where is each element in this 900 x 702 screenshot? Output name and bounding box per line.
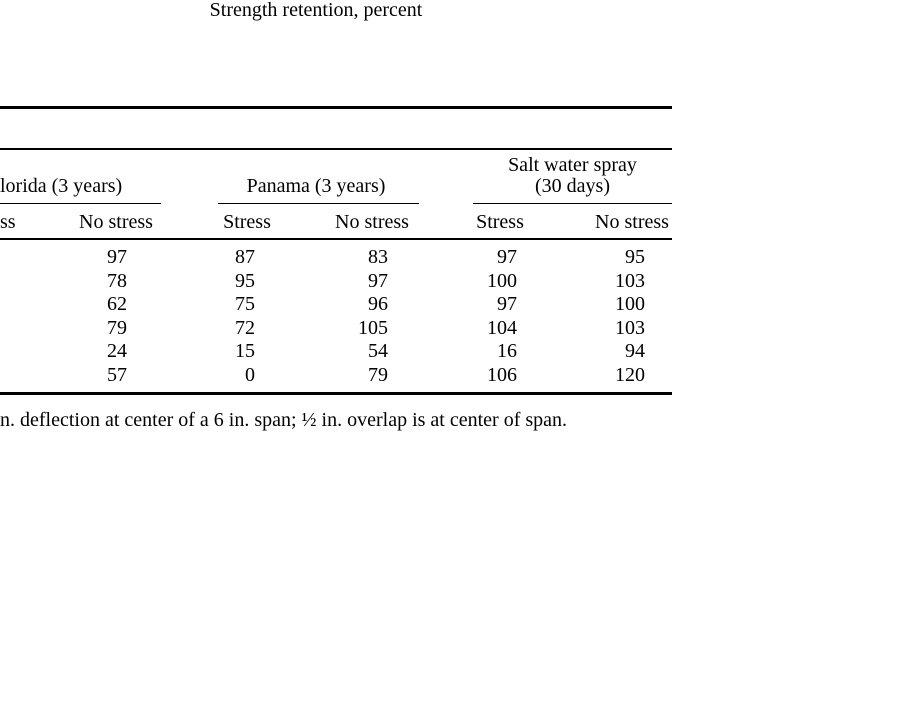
table-cell: 95 (235, 270, 255, 292)
table-bottom-rule (0, 392, 672, 395)
table-cell: 87 (235, 246, 255, 268)
table-cell: 103 (615, 270, 645, 292)
table-cell: 83 (368, 246, 388, 268)
table-row: 62 75 96 97 100 (0, 294, 672, 318)
table-cell: 120 (615, 364, 645, 386)
subheader-florida-no-stress: No stress (79, 211, 153, 233)
table-cell: 105 (358, 317, 388, 339)
table-cell: 79 (107, 317, 127, 339)
florida-group-rule (0, 203, 161, 205)
table-row: 24 15 54 16 94 (0, 341, 672, 365)
table-row: 79 72 105 104 103 (0, 318, 672, 342)
table-row: 97 87 83 97 95 (0, 247, 672, 271)
table-cell: 24 (107, 340, 127, 362)
table-cell: 97 (497, 246, 517, 268)
table-cell: 15 (235, 340, 255, 362)
title-underline-rule (0, 148, 672, 150)
col-group-saltwater-line1: Salt water spray (508, 154, 637, 176)
table-cell: 96 (368, 293, 388, 315)
col-group-panama-label: Panama (3 years) (246, 175, 386, 197)
table-cell: 79 (368, 364, 388, 386)
subheader-panama-no-stress: No stress (335, 211, 409, 233)
table-cell: 97 (368, 270, 388, 292)
table-cell: 95 (625, 246, 645, 268)
table-cell: 94 (625, 340, 645, 362)
table-cell: 16 (497, 340, 517, 362)
saltwater-group-rule (473, 203, 672, 205)
col-group-florida-label: lorida (3 years) (0, 175, 123, 197)
table-cell: 106 (487, 364, 517, 386)
panama-group-rule (218, 203, 419, 205)
table-cell: 104 (487, 317, 517, 339)
table-row: 57 0 79 106 120 (0, 365, 672, 389)
table-spanner-title: Strength retention, percent (209, 0, 423, 21)
table-cell: 57 (107, 364, 127, 386)
col-group-saltwater-label: Salt water spray (30 days) (472, 155, 673, 197)
subheader-stress-truncated: ss (0, 211, 16, 233)
subheader-saltwater-no-stress: No stress (595, 211, 669, 233)
subheader-saltwater-stress: Stress (476, 211, 524, 233)
table-footnote: n. deflection at center of a 6 in. span;… (0, 409, 568, 431)
table-cell: 0 (245, 364, 255, 386)
table-cell: 100 (487, 270, 517, 292)
table-cell: 75 (235, 293, 255, 315)
table-row: 78 95 97 100 103 (0, 271, 672, 295)
header-body-separator-rule (0, 238, 672, 240)
col-group-saltwater-line2: (30 days) (535, 175, 610, 197)
table-top-rule (0, 106, 672, 109)
table-cell: 97 (497, 293, 517, 315)
subheader-panama-stress: Stress (223, 211, 271, 233)
table-cell: 97 (107, 246, 127, 268)
table-cell: 78 (107, 270, 127, 292)
table-cell: 100 (615, 293, 645, 315)
table-cell: 103 (615, 317, 645, 339)
table-cell: 72 (235, 317, 255, 339)
table-cell: 62 (107, 293, 127, 315)
table-cell: 54 (368, 340, 388, 362)
